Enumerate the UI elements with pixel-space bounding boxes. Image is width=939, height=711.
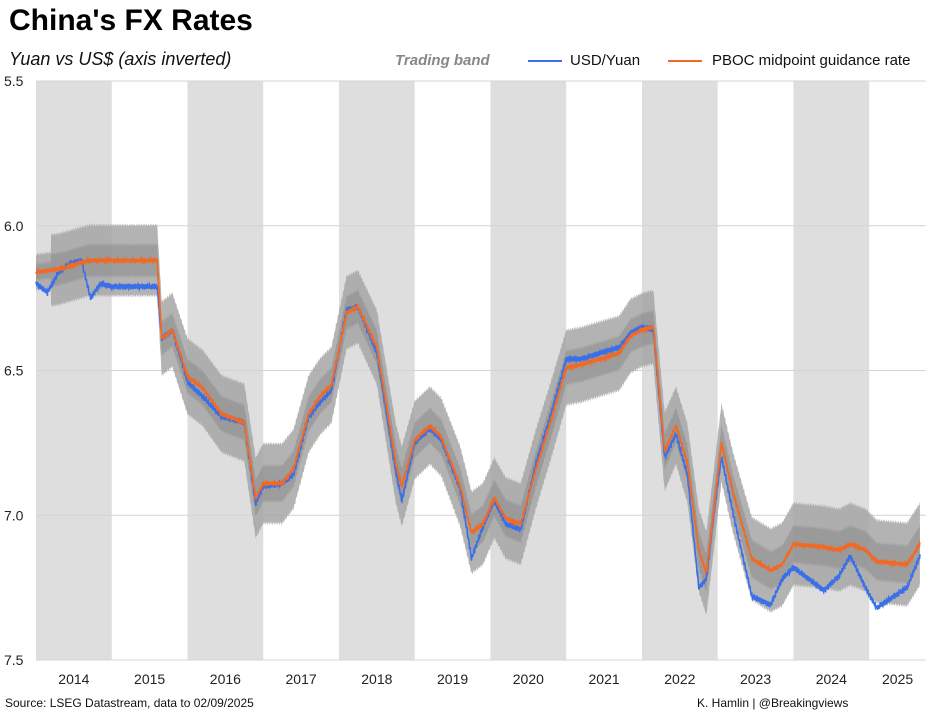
legend-pboc-label: PBOC midpoint guidance rate <box>712 52 911 69</box>
trading-band-area <box>36 223 920 615</box>
y-tick-label: 7.5 <box>4 652 24 668</box>
legend-usd-label: USD/Yuan <box>570 52 641 69</box>
legend-pboc-swatch <box>668 60 702 62</box>
credit-note: K. Hamlin | @Breakingviews <box>697 696 849 710</box>
chart-title: China's FX Rates <box>9 4 253 37</box>
chart-subtitle: Yuan vs US$ (axis inverted) <box>9 49 232 69</box>
x-tick-label: 2016 <box>210 671 241 687</box>
x-tick-label: 2020 <box>513 671 544 687</box>
y-tick-label: 5.5 <box>4 73 24 89</box>
x-tick-label: 2015 <box>134 671 165 687</box>
x-tick-label: 2018 <box>361 671 392 687</box>
x-tick-label: 2024 <box>816 671 847 687</box>
x-tick-label: 2025 <box>882 671 913 687</box>
y-tick-label: 6.0 <box>4 218 24 234</box>
pboc-midpoint-line <box>35 255 921 575</box>
x-tick-label: 2014 <box>58 671 89 687</box>
x-tick-label: 2019 <box>437 671 468 687</box>
y-tick-label: 7.0 <box>4 507 24 523</box>
source-note: Source: LSEG Datastream, data to 02/09/2… <box>5 696 254 710</box>
x-tick-label: 2021 <box>589 671 620 687</box>
legend-trading-band: Trading band <box>395 52 490 69</box>
x-tick-label: 2022 <box>664 671 695 687</box>
trading-band-inner <box>36 242 920 592</box>
x-tick-label: 2017 <box>286 671 317 687</box>
legend: Trading band USD/Yuan PBOC midpoint guid… <box>395 50 935 72</box>
x-tick-label: 2023 <box>740 671 771 687</box>
y-tick-label: 6.5 <box>4 363 24 379</box>
legend-usd-swatch <box>528 60 562 62</box>
